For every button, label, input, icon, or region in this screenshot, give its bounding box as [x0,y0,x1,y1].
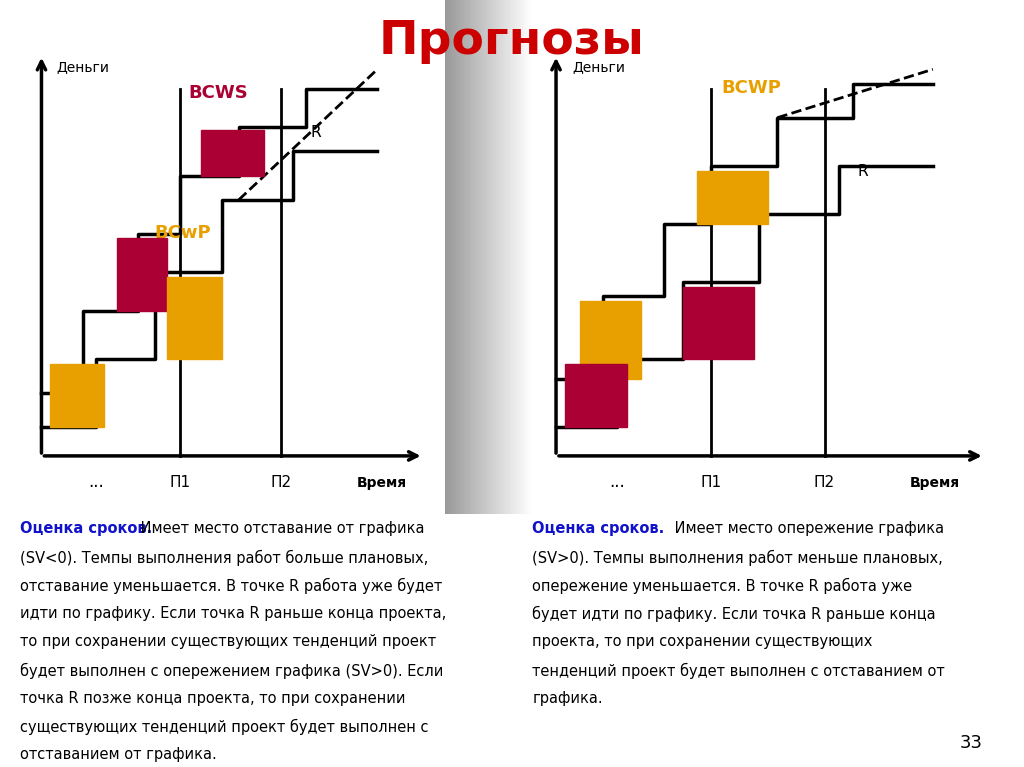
Text: R: R [857,163,868,179]
Text: то при сохранении существующих тенденций проект: то при сохранении существующих тенденций… [20,634,436,649]
Text: Оценка сроков.: Оценка сроков. [532,522,665,536]
Bar [50,364,104,427]
Text: П1: П1 [169,476,190,490]
Bar [580,301,641,379]
Text: существующих тенденций проект будет выполнен с: существующих тенденций проект будет выпо… [20,719,429,735]
Text: графика.: графика. [532,690,603,706]
Text: (SV<0). Темпы выполнения работ больше плановых,: (SV<0). Темпы выполнения работ больше пл… [20,549,429,565]
Text: Имеет место опережение графика: Имеет место опережение графика [670,522,944,536]
Text: R: R [310,125,321,140]
Text: Время: Время [909,476,959,490]
Text: идти по графику. Если точка R раньше конца проекта,: идти по графику. Если точка R раньше кон… [20,606,446,621]
Text: П2: П2 [814,476,836,490]
Text: BCwP: BCwP [155,225,211,242]
Text: Деньги: Деньги [572,60,626,74]
Text: Время: Время [356,476,407,490]
Text: BCWS: BCWS [683,307,743,324]
Text: BCWS: BCWS [188,84,248,102]
Text: тенденций проект будет выполнен с отставанием от: тенденций проект будет выполнен с отстав… [532,663,945,679]
Text: Имеет место отставание от графика: Имеет место отставание от графика [136,522,425,536]
Text: Прогнозы: Прогнозы [379,19,645,64]
Text: 33: 33 [961,734,983,752]
Text: проекта, то при сохранении существующих: проекта, то при сохранении существующих [532,634,872,649]
Bar [168,277,222,359]
Text: ...: ... [357,473,373,492]
Text: опережение уменьшается. В точке R работа уже: опережение уменьшается. В точке R работа… [532,578,912,594]
Bar [117,239,168,311]
Text: будет выполнен с опережением графика (SV>0). Если: будет выполнен с опережением графика (SV… [20,663,443,679]
Text: будет идти по графику. Если точка R раньше конца: будет идти по графику. Если точка R рань… [532,606,936,622]
Text: ...: ... [911,473,927,492]
Text: (SV>0). Темпы выполнения работ меньше плановых,: (SV>0). Темпы выполнения работ меньше пл… [532,549,943,565]
Text: точка R позже конца проекта, то при сохранении: точка R позже конца проекта, то при сохр… [20,690,406,706]
Text: ...: ... [609,473,625,492]
Text: ...: ... [88,473,103,492]
Text: П2: П2 [270,476,292,490]
Bar [201,130,264,176]
Text: BCWP: BCWP [721,80,780,97]
Text: Оценка сроков.: Оценка сроков. [20,522,153,536]
Bar [565,364,627,427]
Text: отставанием от графика.: отставанием от графика. [20,747,217,762]
Text: П1: П1 [700,476,722,490]
Text: отставание уменьшается. В точке R работа уже будет: отставание уменьшается. В точке R работа… [20,578,442,594]
Bar [697,171,768,224]
Bar [683,287,754,359]
Text: Деньги: Деньги [56,60,110,74]
